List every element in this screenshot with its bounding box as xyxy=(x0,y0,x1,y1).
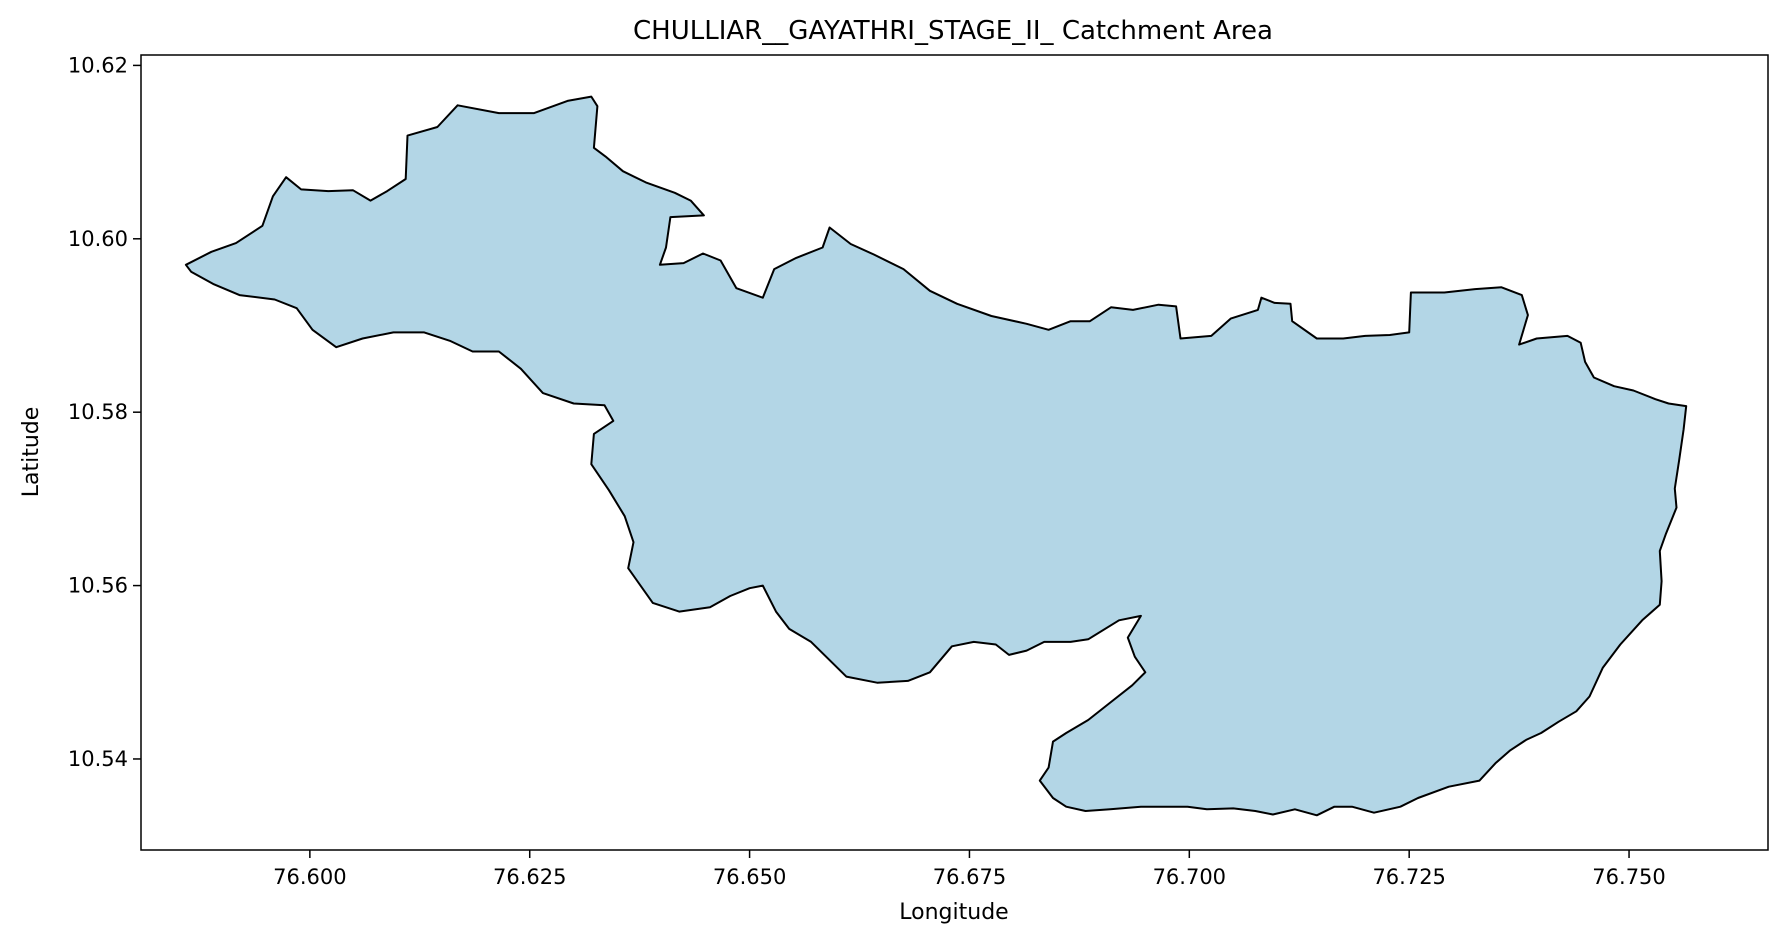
x-tick-label: 76.650 xyxy=(713,865,786,889)
x-tick-label: 76.700 xyxy=(1153,865,1226,889)
chart-title: CHULLIAR__GAYATHRI_STAGE_II_ Catchment A… xyxy=(633,16,1273,46)
x-tick-label: 76.600 xyxy=(273,865,346,889)
x-tick-label: 76.725 xyxy=(1372,865,1445,889)
plot-area xyxy=(184,95,1688,817)
x-tick-label: 76.625 xyxy=(493,865,566,889)
y-tick-label: 10.60 xyxy=(68,227,128,251)
y-tick-label: 10.58 xyxy=(68,400,128,424)
y-tick-label: 10.54 xyxy=(68,747,128,771)
x-axis-ticks: 76.600 76.625 76.650 76.675 76.700 76.725 76.7… xyxy=(273,850,1666,889)
y-tick-label: 10.56 xyxy=(68,574,128,598)
x-tick-label: 76.675 xyxy=(933,865,1006,889)
x-axis-label: Longitude xyxy=(899,900,1008,925)
y-axis-label: Latitude xyxy=(19,407,44,498)
plot-frame xyxy=(140,54,1769,851)
x-tick-label: 76.750 xyxy=(1592,865,1665,889)
y-tick-label: 10.62 xyxy=(68,53,128,77)
y-axis-ticks: 10.54 10.56 10.58 10.60 10.62 xyxy=(68,53,141,771)
catchment-area-polygon xyxy=(184,95,1688,817)
